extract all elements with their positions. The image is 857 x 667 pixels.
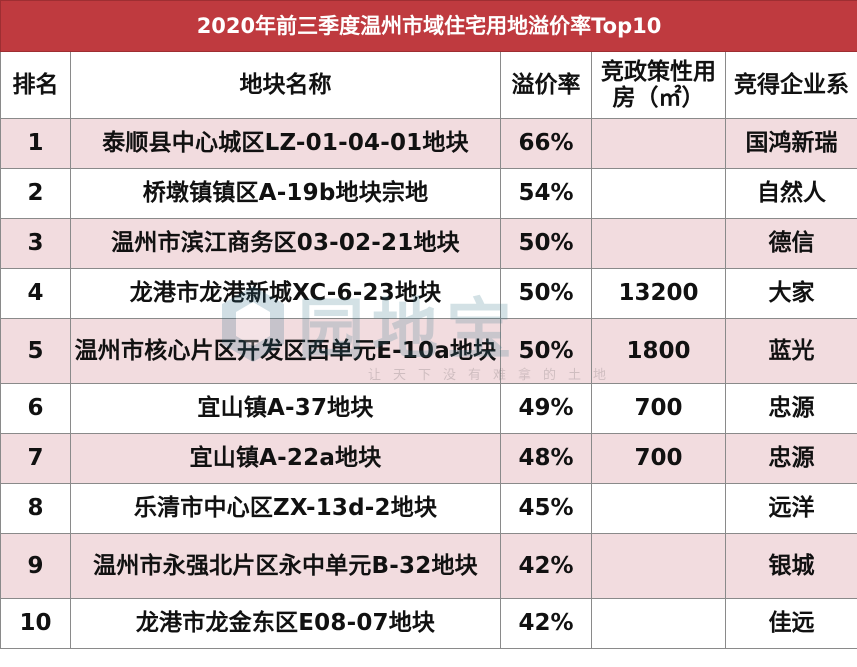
header-policy-housing: 竞政策性用房（㎡） [591, 51, 726, 119]
cell-winning-company: 忠源 [724, 383, 857, 434]
cell-rank: 1 [0, 118, 71, 169]
cell-winning-company: 忠源 [724, 433, 857, 484]
cell-rank: 10 [0, 598, 71, 649]
cell-parcel-name: 泰顺县中心城区LZ-01-04-01地块 [70, 118, 501, 169]
cell-parcel-name: 温州市滨江商务区03-02-21地块 [70, 218, 501, 269]
cell-rank: 8 [0, 483, 71, 534]
table-row: 6 宜山镇A-37地块 49% 700 忠源 [0, 383, 857, 434]
cell-rank: 9 [0, 533, 71, 599]
table-row: 1 泰顺县中心城区LZ-01-04-01地块 66% 国鸿新瑞 [0, 118, 857, 169]
cell-winning-company: 国鸿新瑞 [724, 118, 857, 169]
cell-premium-rate: 66% [500, 118, 592, 169]
header-parcel-name: 地块名称 [70, 51, 501, 119]
cell-policy-housing [591, 483, 726, 534]
cell-premium-rate: 42% [500, 598, 592, 649]
cell-premium-rate: 45% [500, 483, 592, 534]
cell-rank: 7 [0, 433, 71, 484]
cell-premium-rate: 54% [500, 168, 592, 219]
cell-winning-company: 德信 [724, 218, 857, 269]
cell-policy-housing: 13200 [591, 268, 726, 319]
header-winning-company: 竞得企业系 [724, 51, 857, 119]
cell-rank: 3 [0, 218, 71, 269]
cell-rank: 2 [0, 168, 71, 219]
table-title-row: 2020年前三季度温州市域住宅用地溢价率Top10 [0, 0, 857, 52]
cell-policy-housing [591, 168, 726, 219]
cell-winning-company: 佳远 [724, 598, 857, 649]
header-premium-rate: 溢价率 [500, 51, 592, 119]
cell-parcel-name: 龙港市龙金东区E08-07地块 [70, 598, 501, 649]
header-row: 排名 地块名称 溢价率 竞政策性用房（㎡） 竞得企业系 [0, 51, 857, 119]
cell-parcel-name: 宜山镇A-37地块 [70, 383, 501, 434]
cell-parcel-name: 温州市永强北片区永中单元B-32地块 [70, 533, 501, 599]
cell-winning-company: 自然人 [724, 168, 857, 219]
cell-winning-company: 蓝光 [724, 318, 857, 384]
cell-policy-housing: 700 [591, 383, 726, 434]
cell-parcel-name: 龙港市龙港新城XC-6-23地块 [70, 268, 501, 319]
table-row: 3 温州市滨江商务区03-02-21地块 50% 德信 [0, 218, 857, 269]
table-row: 2 桥墩镇镇区A-19b地块宗地 54% 自然人 [0, 168, 857, 219]
cell-policy-housing: 700 [591, 433, 726, 484]
table-title: 2020年前三季度温州市域住宅用地溢价率Top10 [0, 0, 857, 52]
cell-policy-housing [591, 118, 726, 169]
table-row: 10 龙港市龙金东区E08-07地块 42% 佳远 [0, 598, 857, 649]
table-row: 9 温州市永强北片区永中单元B-32地块 42% 银城 [0, 533, 857, 599]
cell-parcel-name: 温州市核心片区开发区西单元E-10a地块 [70, 318, 501, 384]
premium-rate-table: 2020年前三季度温州市域住宅用地溢价率Top10 排名 地块名称 溢价率 竞政… [0, 0, 857, 649]
cell-policy-housing [591, 533, 726, 599]
cell-premium-rate: 42% [500, 533, 592, 599]
cell-winning-company: 银城 [724, 533, 857, 599]
cell-winning-company: 远洋 [724, 483, 857, 534]
cell-premium-rate: 50% [500, 268, 592, 319]
cell-premium-rate: 49% [500, 383, 592, 434]
cell-parcel-name: 桥墩镇镇区A-19b地块宗地 [70, 168, 501, 219]
cell-rank: 5 [0, 318, 71, 384]
cell-parcel-name: 乐清市中心区ZX-13d-2地块 [70, 483, 501, 534]
cell-premium-rate: 50% [500, 218, 592, 269]
table-row: 5 温州市核心片区开发区西单元E-10a地块 50% 1800 蓝光 [0, 318, 857, 384]
cell-policy-housing: 1800 [591, 318, 726, 384]
table-row: 8 乐清市中心区ZX-13d-2地块 45% 远洋 [0, 483, 857, 534]
cell-rank: 4 [0, 268, 71, 319]
cell-rank: 6 [0, 383, 71, 434]
table-row: 4 龙港市龙港新城XC-6-23地块 50% 13200 大家 [0, 268, 857, 319]
cell-policy-housing [591, 218, 726, 269]
cell-parcel-name: 宜山镇A-22a地块 [70, 433, 501, 484]
cell-policy-housing [591, 598, 726, 649]
table-row: 7 宜山镇A-22a地块 48% 700 忠源 [0, 433, 857, 484]
cell-winning-company: 大家 [724, 268, 857, 319]
cell-premium-rate: 48% [500, 433, 592, 484]
header-rank: 排名 [0, 51, 71, 119]
cell-premium-rate: 50% [500, 318, 592, 384]
